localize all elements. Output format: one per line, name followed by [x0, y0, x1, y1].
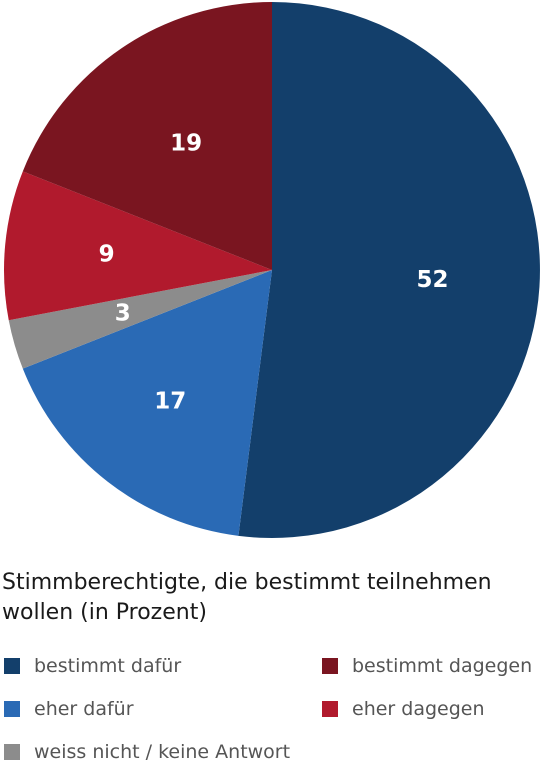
legend-item-weiss-nicht: weiss nicht / keine Antwort — [4, 740, 290, 764]
data-label-eher-daf-r: 17 — [154, 388, 186, 414]
legend-item-bestimmt-dafuer: bestimmt dafür — [4, 654, 181, 678]
legend-label: bestimmt dafür — [34, 655, 182, 677]
legend-item-eher-dagegen: eher dagegen — [322, 697, 485, 721]
legend-swatch — [322, 701, 338, 717]
legend-item-bestimmt-dagegen: bestimmt dagegen — [322, 654, 532, 678]
pie-slice-eher-dagegen — [4, 171, 272, 321]
pie-slice-bestimmt-daf-r — [238, 2, 540, 538]
legend-label: weiss nicht / keine Antwort — [34, 741, 291, 763]
pie-slice-eher-daf-r — [22, 270, 272, 536]
legend-swatch — [4, 658, 20, 674]
legend-item-eher-dafuer: eher dafür — [4, 697, 134, 721]
chart-caption: Stimmberechtigte, die bestimmt teilnehme… — [2, 570, 492, 625]
data-label-weiss-nicht-keine-antwort: 3 — [115, 300, 131, 326]
legend-label: eher dafür — [34, 698, 134, 720]
pie-slice-bestimmt-dagegen — [22, 2, 272, 270]
legend-label: eher dagegen — [352, 698, 485, 720]
legend-swatch — [322, 658, 338, 674]
legend-swatch — [4, 744, 20, 760]
pie-slice-weiss-nicht-keine-antwort — [8, 270, 272, 369]
data-label-eher-dagegen: 9 — [99, 241, 115, 267]
data-label-bestimmt-daf-r: 52 — [416, 267, 448, 293]
legend-swatch — [4, 701, 20, 717]
legend-label: bestimmt dagegen — [352, 655, 533, 677]
pie-chart: 52 17 3 9 19 — [4, 2, 540, 538]
data-label-bestimmt-dagegen: 19 — [170, 131, 202, 157]
